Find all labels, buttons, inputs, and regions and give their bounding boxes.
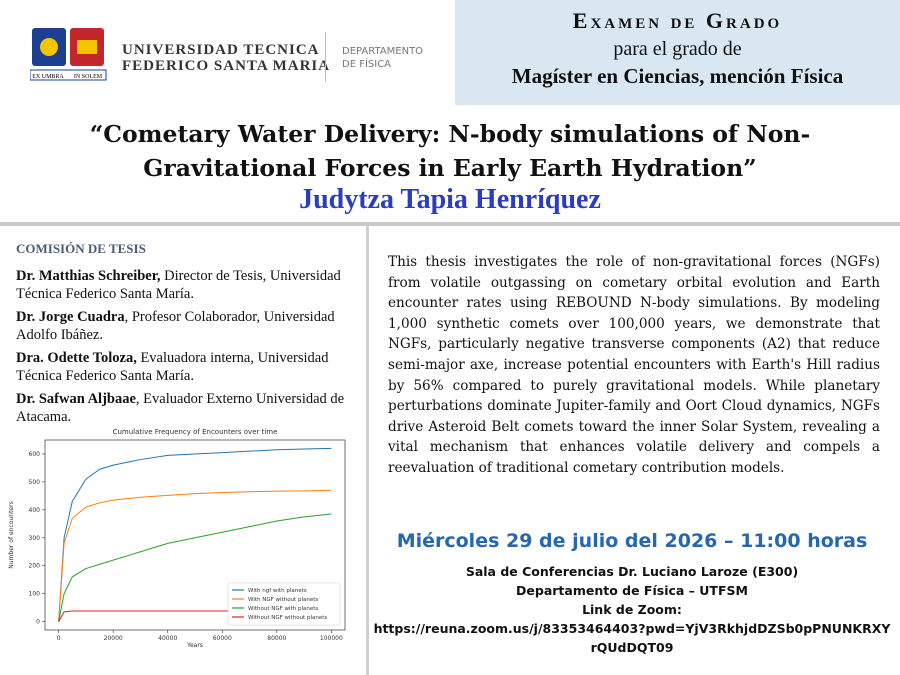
motto: EX UMBRA <box>32 74 64 80</box>
event-info: Miércoles 29 de julio del 2026 – 11:00 h… <box>372 530 892 657</box>
logo-emblem: EX UMBRA IN SOLEM <box>30 28 107 81</box>
event-date: Miércoles 29 de julio del 2026 – 11:00 h… <box>396 530 868 552</box>
legend-label: With NGF without planets <box>248 597 318 603</box>
y-tick-label: 300 <box>29 535 41 542</box>
x-tick-label: 80000 <box>267 635 286 642</box>
x-tick-label: 40000 <box>158 635 177 642</box>
exam-title: Examen de Grado <box>572 8 783 33</box>
separator <box>0 222 900 226</box>
plot-frame <box>44 439 346 631</box>
committee-heading: COMISIÓN DE TESIS <box>16 241 146 256</box>
x-axis-label: Years <box>186 642 203 649</box>
committee-member: Dr. Jorge Cuadra, Profesor Colaborador, … <box>16 308 356 344</box>
chart: Cumulative Frequency of Encounters over … <box>8 428 346 649</box>
separator <box>366 226 369 675</box>
shield-emblem <box>77 40 97 54</box>
x-tick-label: 20000 <box>104 635 123 642</box>
zoom-label: Link de Zoom: <box>582 602 682 617</box>
y-tick-label: 200 <box>29 563 41 570</box>
legend-box <box>227 582 341 626</box>
member-role: , Profesor Colaborador, Universidad Adol… <box>16 309 335 343</box>
x-tick-label: 100000 <box>320 635 343 642</box>
y-tick-label: 400 <box>29 507 41 514</box>
department-name: DE FÍSICA <box>342 59 392 70</box>
event-department: Departamento de Física – UTFSM <box>516 583 748 598</box>
shield-emblem <box>40 38 58 56</box>
y-axis-label: Number of encounters <box>8 501 15 568</box>
university-name: UNIVERSIDAD TECNICA <box>122 42 320 58</box>
department-name: DEPARTAMENTO <box>342 46 424 57</box>
member-name: Dr. Jorge Cuadra <box>16 309 125 325</box>
member-name: Dr. Matthias Schreiber, <box>16 268 161 284</box>
series-line <box>58 447 332 622</box>
author: Judytza Tapia Henríquez <box>299 184 601 215</box>
member-role: , Evaluador Externo Universidad de Ataca… <box>16 391 345 425</box>
member-name: Dr. Safwan Aljbaae <box>16 391 136 407</box>
zoom-url[interactable]: https://reuna.zoom.us/j/83353464403?pwd=… <box>373 621 891 655</box>
thesis-title: “Cometary Water Delivery: N-body simulat… <box>89 120 811 182</box>
member-role: Director de Tesis, Universidad Técnica F… <box>16 268 341 302</box>
legend-label: With ngf with planets <box>248 588 307 594</box>
committee-member: Dr. Matthias Schreiber, Director de Tesi… <box>16 267 356 303</box>
divider <box>325 32 326 82</box>
x-tick-label: 60000 <box>213 635 232 642</box>
event-room: Sala de Conferencias Dr. Luciano Laroze … <box>465 564 799 579</box>
committee: COMISIÓN DE TESIS Dr. Matthias Schreiber… <box>16 240 356 431</box>
committee-member: Dr. Safwan Aljbaae, Evaluador Externo Un… <box>16 390 356 426</box>
y-tick-label: 0 <box>36 619 40 626</box>
x-tick-label: 0 <box>57 635 61 642</box>
header-box: Examen de Grado para el grado de Magíste… <box>455 0 900 105</box>
chart-title: Cumulative Frequency of Encounters over … <box>113 428 278 436</box>
legend-label: Without NGF without planets <box>248 615 327 621</box>
series-line <box>58 513 332 622</box>
member-name: Dra. Odette Toloza, <box>16 350 137 366</box>
committee-member: Dra. Odette Toloza, Evaluadora interna, … <box>16 349 356 385</box>
degree: Magíster en Ciencias, mención Física <box>511 64 844 88</box>
y-tick-label: 600 <box>29 451 41 458</box>
abstract: This thesis investigates the role of non… <box>388 254 880 476</box>
y-tick-label: 500 <box>29 479 41 486</box>
series-line <box>58 489 332 622</box>
degree-intro: para el grado de <box>613 38 742 60</box>
motto: IN SOLEM <box>74 74 103 80</box>
y-tick-label: 100 <box>29 591 41 598</box>
member-role: Evaluadora interna, Universidad Técnica … <box>16 350 329 384</box>
legend-label: Without NGF with planets <box>248 606 318 612</box>
university-name: FEDERICO SANTA MARIA <box>122 58 331 74</box>
motto-band <box>30 69 107 81</box>
